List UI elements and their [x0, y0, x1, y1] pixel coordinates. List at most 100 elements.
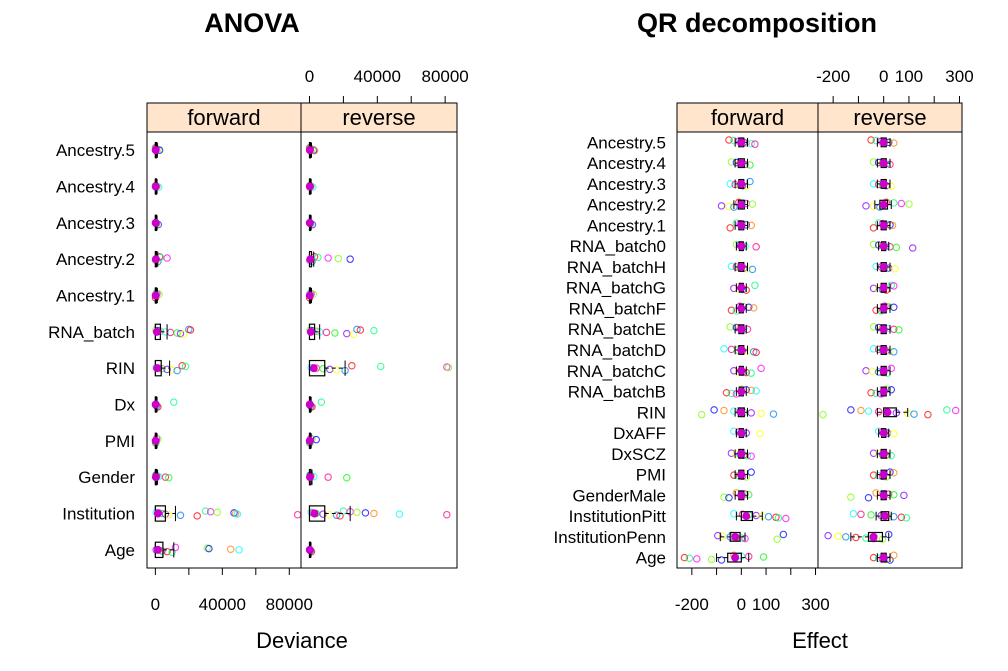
- data-point: [869, 284, 878, 293]
- data-point: [782, 514, 790, 523]
- data-point: [890, 490, 898, 499]
- panel-strip: [676, 102, 819, 133]
- data-point: [890, 429, 898, 438]
- category-label: PMI: [105, 432, 135, 451]
- box-median: [737, 408, 746, 417]
- data-point: [746, 161, 754, 169]
- box-median: [879, 179, 888, 188]
- box-median: [879, 429, 888, 438]
- box-median: [879, 553, 888, 562]
- data-point: [910, 410, 918, 418]
- box-median: [737, 325, 746, 334]
- category-label: DxAFF: [613, 424, 666, 443]
- data-point: [751, 281, 759, 290]
- data-point: [759, 553, 768, 561]
- data-point: [752, 243, 760, 251]
- data-point: [757, 364, 765, 373]
- data-point: [725, 493, 733, 502]
- data-point: [717, 556, 726, 564]
- box-median: [879, 346, 888, 354]
- box: [727, 552, 742, 563]
- bottom-tick-label: -200: [675, 595, 709, 614]
- data-point: [747, 386, 755, 395]
- data-point: [890, 551, 898, 559]
- bottom-tick-label: 80000: [266, 595, 313, 614]
- data-point: [213, 508, 222, 517]
- data-point: [869, 345, 878, 353]
- data-point: [727, 449, 736, 457]
- data-point: [849, 509, 858, 518]
- data-point: [324, 254, 332, 262]
- box-median: [879, 304, 888, 313]
- box: [867, 531, 884, 542]
- bottom-tick-label: 0: [737, 595, 746, 614]
- data-point: [361, 509, 370, 517]
- top-tick-label: 300: [945, 67, 973, 86]
- data-point: [752, 511, 760, 520]
- box-median: [151, 291, 160, 300]
- data-point: [890, 303, 898, 312]
- data-point: [730, 509, 738, 518]
- data-point: [168, 366, 176, 374]
- chart-0: ANOVA Deviance Ancestry.5 Ancestry.4 Ancestr…: [48, 8, 469, 653]
- data-point: [897, 199, 906, 208]
- data-point: [707, 555, 716, 564]
- data-point: [326, 365, 334, 374]
- box-median: [151, 146, 160, 155]
- box-median: [737, 138, 746, 147]
- data-point: [752, 348, 760, 357]
- box-median: [151, 436, 160, 445]
- data-point: [869, 158, 878, 166]
- category-label: GenderMale: [572, 486, 666, 505]
- x-axis-label: Deviance: [256, 628, 348, 653]
- data-point: [769, 410, 778, 418]
- top-tick-label: -200: [816, 67, 850, 86]
- box-median: [742, 512, 751, 521]
- data-point: [726, 224, 734, 232]
- box-median: [737, 221, 746, 230]
- box-median: [305, 182, 314, 191]
- data-point: [326, 510, 334, 519]
- category-label: RIN: [637, 403, 666, 422]
- category-label: RNA_batch: [48, 323, 135, 342]
- data-point: [730, 471, 738, 479]
- data-point: [178, 362, 186, 370]
- box-median: [305, 545, 314, 554]
- data-point: [869, 240, 878, 249]
- category-label: Age: [636, 549, 666, 568]
- category-label: Ancestry.1: [56, 287, 135, 306]
- data-point: [317, 398, 326, 406]
- data-point: [924, 410, 932, 419]
- data-point: [867, 136, 875, 144]
- data-point: [720, 345, 728, 353]
- data-point: [857, 510, 865, 519]
- panel-strip-label: reverse: [853, 105, 926, 130]
- data-point: [908, 244, 917, 252]
- data-point: [773, 535, 781, 544]
- data-point: [867, 388, 875, 397]
- panel-content: [680, 136, 790, 564]
- panel-strip-label: forward: [187, 105, 260, 130]
- data-point: [890, 325, 898, 333]
- box-median: [152, 327, 161, 336]
- data-point: [719, 532, 727, 541]
- data-point: [747, 452, 755, 460]
- box-median: [879, 200, 888, 209]
- data-point: [756, 429, 764, 438]
- box: [740, 511, 754, 522]
- data-point: [322, 328, 331, 337]
- data-point: [693, 555, 701, 563]
- data-point: [902, 514, 911, 522]
- box-median: [305, 218, 314, 227]
- box-median: [309, 364, 318, 373]
- category-label: Ancestry.2: [56, 250, 135, 269]
- panel-content: [151, 141, 301, 559]
- data-point: [444, 363, 453, 372]
- chart-title: ANOVA: [204, 8, 300, 38]
- data-point: [874, 407, 883, 416]
- box-median: [306, 327, 315, 336]
- data-point: [747, 468, 755, 476]
- panel-content: [305, 141, 453, 559]
- category-label: Ancestry.3: [56, 214, 135, 233]
- box-median: [880, 512, 889, 521]
